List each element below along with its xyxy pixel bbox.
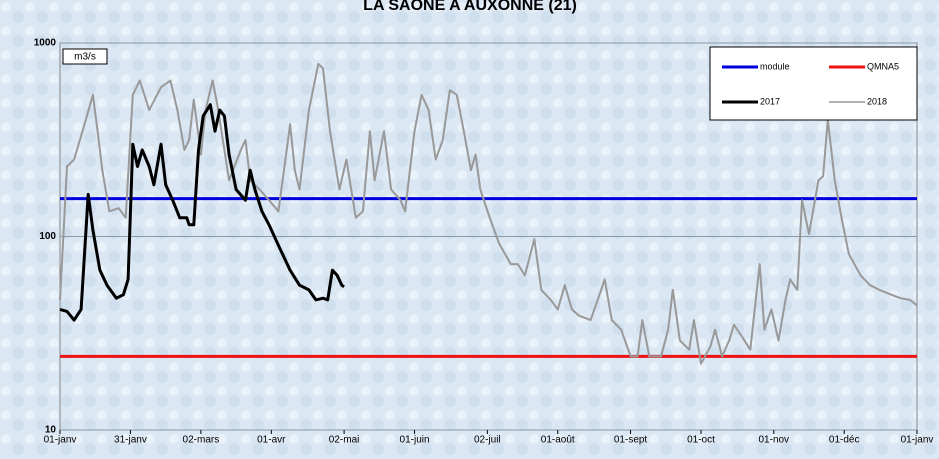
legend-label: 2018 bbox=[867, 96, 887, 106]
y-label-box bbox=[62, 48, 108, 65]
x-tick-label: 02-mai bbox=[329, 435, 360, 446]
x-tick-label: 01-sept bbox=[614, 435, 648, 446]
x-tick-label: 31-janv bbox=[114, 435, 147, 446]
x-tick-label: 01-juin bbox=[400, 435, 430, 446]
x-tick-label: 02-juil bbox=[474, 435, 501, 446]
y-axis-label: m3/s bbox=[74, 52, 96, 63]
legend-label: module bbox=[760, 61, 790, 71]
x-tick-label: 01-oct bbox=[687, 435, 715, 446]
x-tick-label: 01-avr bbox=[257, 435, 286, 446]
chart-title: LA SAONE A AUXONNE (21) bbox=[363, 0, 577, 14]
legend-box bbox=[709, 46, 918, 121]
y-tick-label: 100 bbox=[39, 231, 56, 242]
x-tick-label: 01-janv bbox=[901, 435, 934, 446]
legend-label: QMNA5 bbox=[867, 61, 899, 71]
x-tick-label: 01-déc bbox=[829, 435, 860, 446]
x-tick-label: 01-nov bbox=[758, 435, 789, 446]
series-line bbox=[59, 62, 918, 365]
x-tick-label: 01-août bbox=[541, 435, 575, 446]
legend-label: 2017 bbox=[760, 96, 780, 106]
x-tick-label: 02-mars bbox=[183, 435, 220, 446]
y-tick-label: 10 bbox=[45, 425, 57, 436]
series-line bbox=[59, 103, 345, 322]
x-tick-label: 01-janv bbox=[44, 435, 77, 446]
y-tick-label: 1000 bbox=[34, 38, 57, 49]
